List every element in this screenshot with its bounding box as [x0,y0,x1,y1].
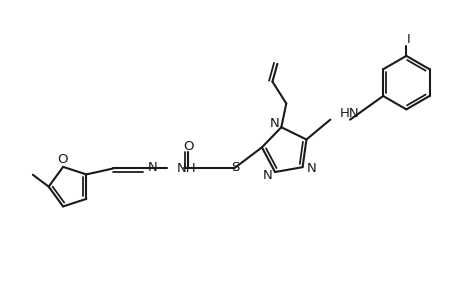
Text: I: I [406,32,409,46]
Text: NH: NH [176,162,196,175]
Text: N: N [306,162,316,175]
Text: S: S [230,161,239,174]
Text: HN: HN [339,107,359,120]
Text: N: N [262,169,271,182]
Text: N: N [147,161,157,174]
Text: O: O [57,153,67,167]
Text: N: N [269,117,279,130]
Text: O: O [183,140,193,153]
